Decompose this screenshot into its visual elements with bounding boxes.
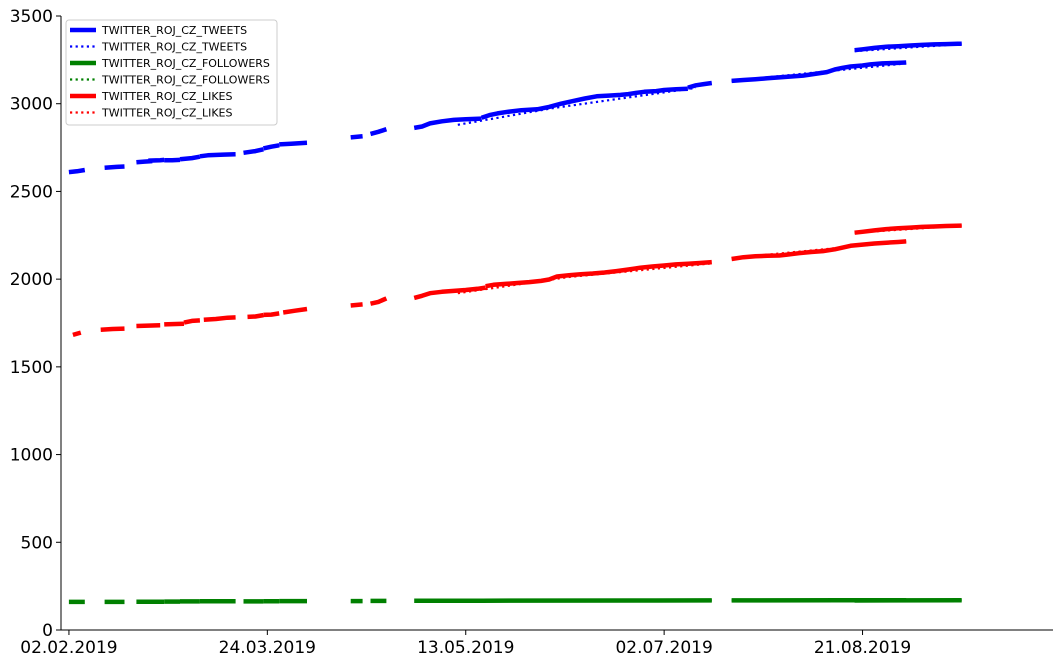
series-line-segment	[457, 262, 712, 295]
y-tick-label: 2500	[10, 182, 53, 202]
series-line-segment	[350, 133, 363, 140]
series-line-segment	[104, 164, 125, 170]
series-line-segment	[243, 147, 264, 156]
legend-entry: TWITTER_ROJ_CZ_LIKES	[101, 90, 232, 103]
series-line-segment	[68, 167, 86, 175]
legend-box	[65, 19, 278, 126]
series-line-segment	[369, 127, 388, 137]
legend: TWITTER_ROJ_CZ_TWEETS TWITTER_ROJ_CZ_TWEE…	[65, 19, 278, 126]
legend-entry: TWITTER_ROJ_CZ_TWEETS	[101, 24, 247, 37]
series-line-segment	[687, 80, 713, 90]
series-line-segment	[480, 86, 688, 120]
y-tick-label: 1000	[10, 446, 53, 466]
series-line-segment	[413, 116, 482, 131]
series-line-segment	[731, 240, 907, 260]
series-twitter-roj-cz-tweets-dotted	[457, 43, 962, 126]
series-line-segment	[854, 43, 962, 53]
series-twitter-roj-cz-likes-dotted	[457, 224, 962, 295]
series-line-segment	[164, 321, 185, 327]
y-tick-label: 3500	[10, 7, 53, 27]
series-twitter-roj-cz-likes-solid	[72, 223, 962, 338]
series-line-segment	[136, 323, 161, 329]
series-line-segment	[199, 151, 236, 159]
series-line-segment	[263, 311, 280, 318]
series-line-segment	[413, 285, 486, 301]
y-tick-label: 3000	[10, 95, 53, 115]
series-line-segment	[247, 312, 264, 320]
series-twitter-roj-cz-tweets-solid	[68, 41, 962, 175]
series-layer	[68, 41, 962, 605]
x-tick-label: 24.03.2019	[219, 638, 316, 658]
x-tick-label: 21.08.2019	[814, 638, 911, 658]
series-line-segment	[350, 302, 363, 308]
series-line-segment	[370, 296, 388, 306]
series-line-segment	[731, 62, 907, 82]
legend-entry: TWITTER_ROJ_CZ_FOLLOWERS	[101, 74, 270, 87]
y-tick-label: 1500	[10, 358, 53, 378]
x-axis-ticks: 02.02.2019 24.03.2019 13.05.2019 02.07.2019…	[20, 630, 911, 658]
x-tick-label: 02.07.2019	[615, 638, 712, 658]
series-line-segment	[282, 306, 308, 315]
series-line-segment	[72, 330, 82, 338]
series-line-segment	[179, 154, 201, 162]
legend-entry: TWITTER_ROJ_CZ_TWEETS	[101, 41, 247, 54]
x-tick-label: 02.02.2019	[20, 638, 117, 658]
series-line-segment	[100, 326, 125, 332]
series-line-segment	[279, 140, 308, 147]
y-axis-ticks: 0 500 1000 1500 2000 2500 3000 3500	[10, 7, 61, 641]
y-tick-label: 0	[42, 621, 53, 641]
legend-entry: TWITTER_ROJ_CZ_LIKES	[101, 107, 232, 120]
series-line-segment	[457, 86, 697, 126]
y-tick-label: 2000	[10, 270, 53, 290]
series-line-segment	[148, 157, 165, 163]
series-line-segment	[262, 143, 280, 151]
y-tick-label: 500	[21, 533, 53, 553]
series-line-segment	[183, 318, 201, 325]
series-line-segment	[854, 224, 962, 234]
series-line-segment	[485, 259, 712, 289]
legend-entry: TWITTER_ROJ_CZ_FOLLOWERS	[101, 57, 270, 70]
series-line-segment	[203, 315, 236, 323]
x-tick-label: 13.05.2019	[417, 638, 514, 658]
series-twitter-roj-cz-followers-dotted	[457, 599, 962, 602]
